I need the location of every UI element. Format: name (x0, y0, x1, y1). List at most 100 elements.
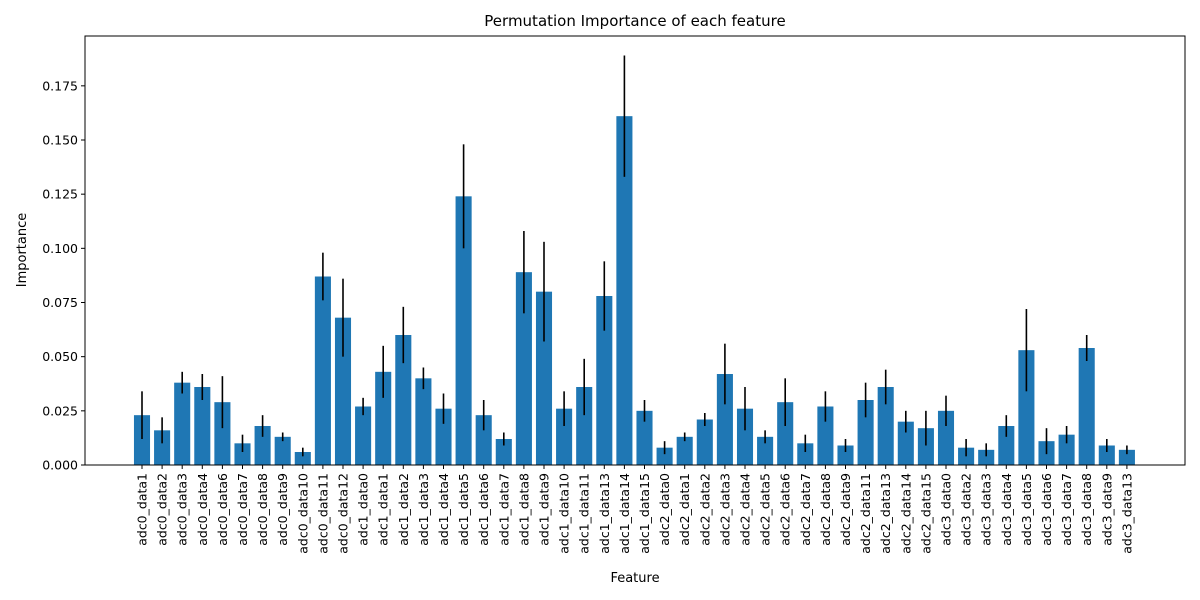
bar (515, 272, 532, 465)
x-tick-label: adc1_data7 (496, 473, 511, 546)
bar (656, 447, 673, 465)
x-tick-label: adc3_data5 (1019, 473, 1034, 546)
bar (274, 436, 291, 465)
x-tick-label: adc3_data4 (999, 473, 1014, 546)
x-tick-label: adc3_data8 (1079, 473, 1094, 546)
x-tick-label: adc2_data9 (838, 473, 853, 546)
x-tick-label: adc0_data6 (215, 473, 230, 546)
bar (556, 408, 573, 465)
bar (937, 410, 955, 465)
plot-area: adc0_data1 adc0_data2 adc0_data3 adc0_data4… (42, 35, 1186, 554)
bar (596, 296, 613, 465)
bar (294, 452, 311, 465)
bar (314, 276, 331, 465)
y-tick-label: 0.000 (42, 458, 78, 473)
x-tick-label: adc0_data2 (155, 473, 170, 546)
x-tick-label: adc2_data1 (677, 473, 692, 546)
x-tick-label: adc1_data13 (597, 473, 612, 554)
bar (334, 317, 352, 465)
y-tick-label: 0.075 (42, 295, 78, 310)
x-tick-label: adc0_data11 (315, 473, 330, 554)
bar (455, 196, 472, 465)
y-tick-label: 0.050 (42, 349, 78, 364)
bar (1118, 449, 1135, 465)
x-tick-label: adc1_data1 (376, 473, 391, 546)
bar (234, 443, 251, 465)
x-tick-label: adc3_data9 (1099, 473, 1114, 546)
bar (817, 406, 834, 465)
x-tick-label: adc1_data0 (356, 473, 371, 546)
bar (978, 449, 995, 465)
x-tick-label: adc0_data4 (195, 473, 210, 546)
x-tick-label: adc3_data2 (959, 473, 974, 546)
x-tick-label: adc2_data3 (717, 473, 732, 546)
y-tick-label: 0.025 (42, 403, 78, 418)
x-tick-label: adc2_data15 (918, 473, 933, 554)
x-tick-label: adc1_data9 (537, 473, 552, 546)
x-tick-label: adc1_data4 (436, 473, 451, 546)
bar (1078, 348, 1095, 465)
bar (897, 421, 914, 465)
x-tick-label: adc3_data0 (939, 473, 954, 546)
bar (415, 378, 432, 465)
x-tick-label: adc1_data5 (456, 473, 471, 546)
x-tick-label: adc0_data10 (295, 473, 310, 554)
x-tick-label: adc1_data3 (416, 473, 431, 546)
bar (495, 439, 512, 465)
x-tick-label: adc2_data2 (697, 473, 712, 546)
bar (375, 371, 392, 465)
x-tick-label: adc1_data2 (396, 473, 411, 546)
y-tick-label: 0.100 (42, 241, 78, 256)
bar (475, 415, 492, 465)
x-tick-label: adc2_data8 (818, 473, 833, 546)
bar (435, 408, 452, 465)
bar (174, 382, 191, 465)
bar (576, 387, 593, 465)
bar (214, 402, 231, 465)
x-tick-label: adc1_data15 (637, 473, 652, 554)
bar (355, 406, 372, 465)
bar (958, 447, 975, 465)
x-tick-label: adc2_data7 (798, 473, 813, 546)
bar (395, 335, 412, 465)
x-tick-label: adc1_data8 (516, 473, 531, 546)
x-tick-label: adc2_data0 (657, 473, 672, 546)
bar (757, 436, 774, 465)
bar (1018, 350, 1035, 465)
bar (716, 374, 733, 465)
x-tick-label: adc0_data12 (336, 473, 351, 554)
x-tick-label: adc3_data3 (979, 473, 994, 546)
axes-frame (84, 35, 1186, 466)
bar (1098, 445, 1115, 465)
x-tick-label: adc1_data6 (476, 473, 491, 546)
bar (154, 430, 171, 465)
x-tick-label: adc2_data14 (898, 473, 913, 554)
y-tick-label: 0.125 (42, 187, 78, 202)
x-tick-label: adc2_data11 (858, 473, 873, 554)
bar (797, 443, 814, 465)
x-tick-label: adc0_data3 (175, 473, 190, 546)
x-tick-label: adc3_data6 (1039, 473, 1054, 546)
bar (998, 426, 1015, 465)
bar (616, 116, 633, 466)
bar (1058, 434, 1075, 465)
bar (837, 445, 854, 465)
bar (254, 426, 271, 465)
x-tick-label: adc0_data1 (135, 473, 150, 546)
bar (133, 415, 151, 465)
y-axis-title: Importance (15, 213, 30, 288)
bar (736, 408, 754, 465)
x-tick-label: adc0_data7 (235, 473, 250, 546)
bar (636, 410, 653, 465)
chart-title: Permutation Importance of each feature (484, 12, 785, 30)
x-tick-label: adc1_data14 (617, 473, 632, 554)
y-tick-label: 0.175 (42, 78, 78, 93)
bar (535, 291, 553, 465)
x-tick-label: adc3_data7 (1059, 473, 1074, 546)
x-tick-label: adc2_data13 (878, 473, 893, 554)
x-tick-label: adc0_data8 (255, 473, 270, 546)
x-tick-label: adc1_data11 (577, 473, 592, 554)
bar (857, 400, 874, 465)
bar (676, 436, 693, 465)
